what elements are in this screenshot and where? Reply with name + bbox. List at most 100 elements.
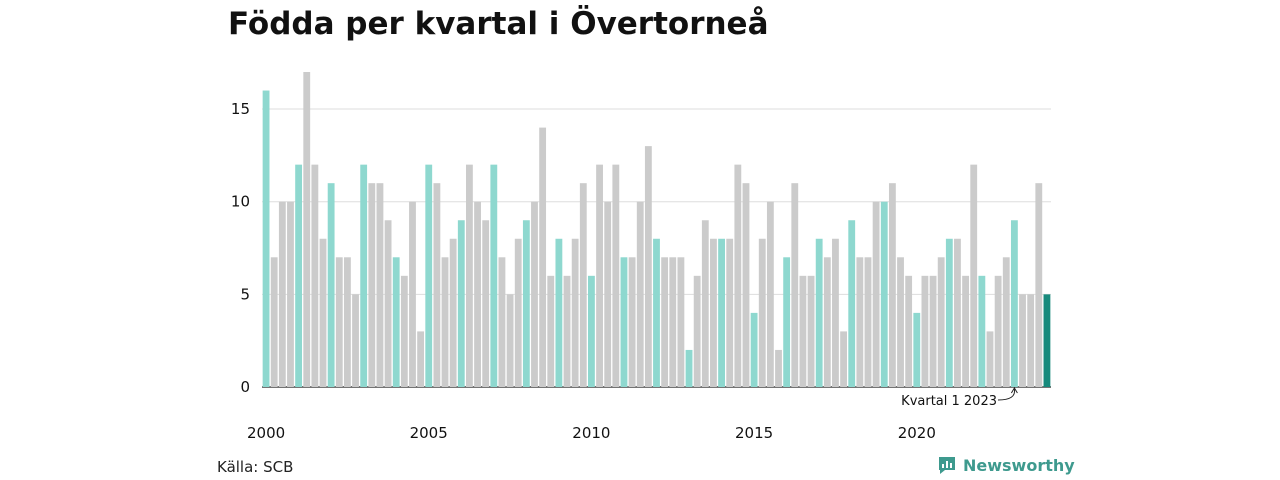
bar bbox=[482, 220, 490, 387]
bar bbox=[335, 257, 343, 387]
y-tick-label: 5 bbox=[240, 285, 250, 303]
bar bbox=[352, 294, 359, 387]
bar bbox=[636, 201, 644, 387]
bar bbox=[343, 257, 351, 387]
brand-name: Newsworthy bbox=[963, 455, 1075, 475]
bar bbox=[466, 164, 473, 387]
bar bbox=[937, 257, 945, 387]
bar bbox=[514, 238, 522, 387]
bar bbox=[474, 201, 481, 387]
x-tick-label: 2000 bbox=[247, 424, 285, 442]
bar bbox=[962, 275, 970, 387]
bar bbox=[303, 72, 311, 387]
bar bbox=[653, 238, 660, 387]
bar bbox=[832, 238, 839, 387]
bar bbox=[718, 238, 725, 387]
bar bbox=[1002, 257, 1010, 387]
bar bbox=[929, 275, 937, 387]
newsworthy-icon bbox=[939, 457, 955, 474]
bar bbox=[457, 220, 465, 387]
bar bbox=[710, 238, 717, 387]
bar bbox=[783, 257, 791, 387]
y-tick-label: 15 bbox=[231, 100, 250, 118]
bar bbox=[864, 257, 872, 387]
bar bbox=[311, 164, 319, 387]
bar bbox=[726, 238, 734, 387]
bar bbox=[278, 201, 286, 387]
annotation-arrowhead bbox=[1010, 387, 1018, 394]
bar bbox=[815, 238, 823, 387]
bar bbox=[1035, 183, 1043, 387]
bar bbox=[376, 183, 384, 387]
bar bbox=[685, 349, 693, 387]
bar bbox=[848, 220, 856, 387]
bar bbox=[417, 331, 425, 387]
bar bbox=[791, 183, 799, 387]
bar bbox=[994, 275, 1002, 387]
bar bbox=[677, 257, 685, 387]
bar bbox=[490, 164, 498, 387]
bar bbox=[661, 257, 669, 387]
bar bbox=[1019, 294, 1026, 387]
bar bbox=[449, 238, 457, 387]
bar bbox=[945, 238, 953, 387]
bar bbox=[954, 238, 961, 387]
bar bbox=[400, 275, 408, 387]
bar bbox=[295, 164, 303, 387]
x-tick-label: 2020 bbox=[898, 424, 936, 442]
bar bbox=[327, 183, 335, 387]
bar bbox=[319, 238, 327, 387]
bar bbox=[539, 127, 547, 387]
x-tick-label: 2005 bbox=[410, 424, 448, 442]
bar bbox=[1027, 294, 1035, 387]
bar bbox=[742, 183, 750, 387]
bar bbox=[921, 275, 929, 387]
bar bbox=[531, 201, 538, 387]
bar bbox=[612, 164, 620, 387]
bar bbox=[823, 257, 831, 387]
bar bbox=[563, 275, 571, 387]
bar bbox=[750, 312, 758, 387]
bar bbox=[970, 164, 978, 387]
bar bbox=[579, 183, 587, 387]
bar bbox=[262, 90, 270, 387]
bar bbox=[522, 220, 530, 387]
bar bbox=[888, 183, 896, 387]
bar bbox=[433, 183, 441, 387]
bar bbox=[775, 349, 782, 387]
bar bbox=[766, 201, 774, 387]
bar bbox=[986, 331, 994, 387]
bar bbox=[571, 238, 579, 387]
bar bbox=[384, 220, 392, 387]
x-tick-label: 2010 bbox=[572, 424, 610, 442]
bar bbox=[978, 275, 986, 387]
bar bbox=[588, 275, 595, 387]
bar bbox=[799, 275, 807, 387]
bar bbox=[1010, 220, 1018, 387]
bar bbox=[270, 257, 278, 387]
bar bbox=[840, 331, 847, 387]
y-tick-label: 10 bbox=[231, 193, 250, 211]
bar bbox=[628, 257, 636, 387]
bar bbox=[734, 164, 742, 387]
bar bbox=[604, 201, 612, 387]
bar bbox=[701, 220, 709, 387]
bar bbox=[913, 312, 921, 387]
bar bbox=[644, 146, 652, 387]
bar bbox=[555, 238, 563, 387]
brand-logo[interactable]: Newsworthy bbox=[937, 455, 1075, 475]
bar bbox=[807, 275, 815, 387]
x-tick-label: 2015 bbox=[735, 424, 773, 442]
bar bbox=[856, 257, 864, 387]
bar bbox=[880, 201, 888, 387]
bar bbox=[872, 201, 880, 387]
bar-highlight bbox=[1043, 294, 1051, 387]
bar bbox=[620, 257, 628, 387]
chart-title: Födda per kvartal i Övertorneå bbox=[228, 6, 769, 42]
bar bbox=[409, 201, 416, 387]
bar bbox=[693, 275, 701, 387]
bar bbox=[669, 257, 677, 387]
y-tick-label: 0 bbox=[240, 378, 250, 396]
bar bbox=[425, 164, 433, 387]
